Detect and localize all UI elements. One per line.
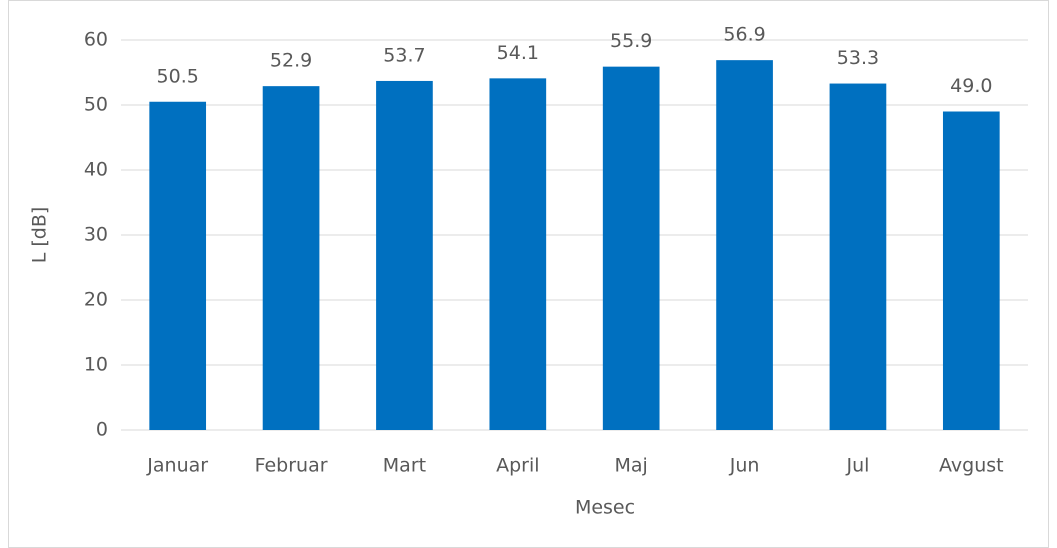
bar (829, 83, 887, 431)
x-tick-label: Februar (255, 455, 328, 477)
x-tick-label: Mart (383, 455, 426, 477)
y-axis-label: L [dB] (29, 207, 51, 264)
data-label: 54.1 (497, 42, 539, 64)
bar (262, 86, 320, 431)
data-label: 53.3 (837, 47, 879, 69)
data-label: 55.9 (610, 30, 652, 52)
y-tick-label: 10 (84, 354, 108, 376)
y-tick-label: 60 (84, 29, 108, 51)
y-tick-label: 30 (84, 224, 108, 246)
data-label: 50.5 (157, 65, 199, 87)
data-label: 53.7 (383, 44, 425, 66)
x-axis-label: Mesec (575, 497, 635, 519)
data-label: 56.9 (723, 24, 765, 46)
bar (942, 111, 1000, 430)
y-tick-label: 50 (84, 94, 108, 116)
x-tick-label: Maj (615, 455, 648, 477)
bar (149, 101, 207, 430)
x-tick-label: Jul (845, 455, 869, 477)
x-tick-label: April (496, 455, 539, 477)
y-tick-label: 40 (84, 159, 108, 181)
y-tick-label: 0 (96, 419, 108, 441)
x-tick-label: Jun (729, 455, 760, 477)
bar (716, 60, 773, 431)
x-tick-label: Avgust (939, 455, 1004, 477)
bar (602, 66, 660, 431)
x-tick-label: Januar (146, 455, 208, 477)
data-label: 52.9 (270, 50, 312, 72)
bar (489, 78, 547, 430)
y-tick-label: 20 (84, 289, 108, 311)
bar (376, 80, 433, 430)
data-label: 49.0 (950, 75, 992, 97)
